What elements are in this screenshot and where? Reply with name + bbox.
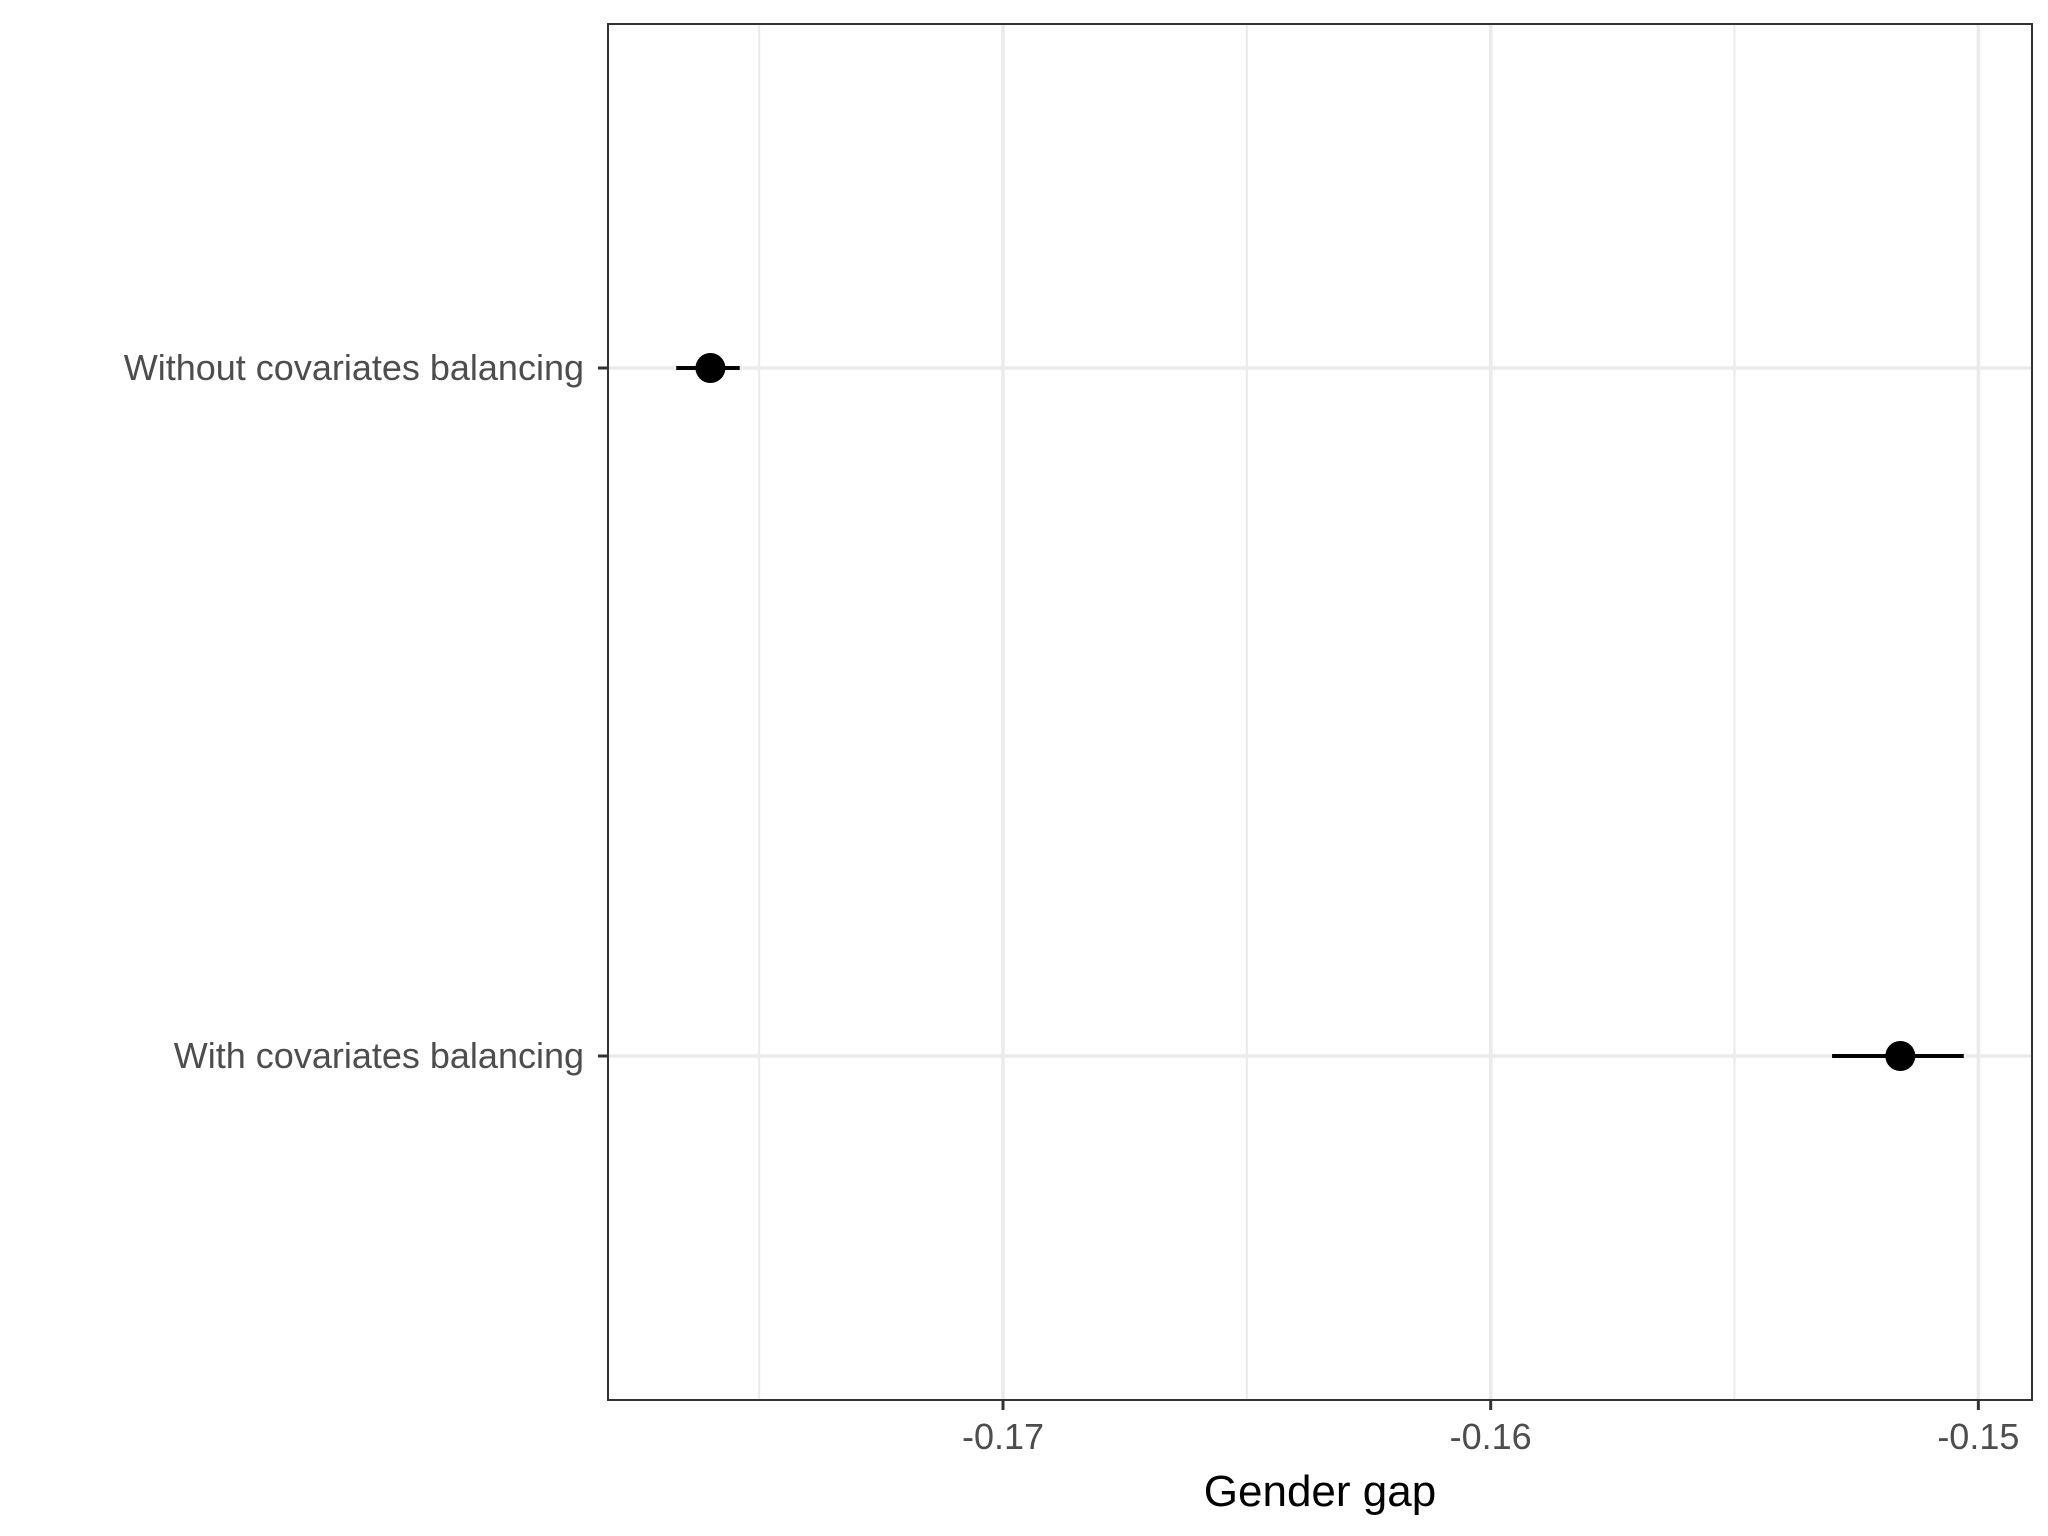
panel-border	[607, 23, 2033, 1401]
x-axis: -0.17 -0.16 -0.15	[962, 1400, 2019, 1457]
gridlines	[758, 24, 1981, 1400]
x-tick-label: -0.15	[1937, 1416, 2019, 1457]
x-tick-label: -0.16	[1450, 1416, 1532, 1457]
x-tick-label: -0.17	[962, 1416, 1044, 1457]
y-axis: Without covariates balancing With covaria…	[124, 347, 608, 1076]
data-marks	[676, 353, 1964, 1071]
y-tick-label: Without covariates balancing	[124, 347, 584, 388]
point-estimate	[1885, 1041, 1916, 1071]
category-gridlines	[608, 366, 2032, 1058]
point-estimate	[695, 353, 726, 383]
y-tick-label: With covariates balancing	[174, 1035, 584, 1076]
x-axis-title: Gender gap	[1204, 1467, 1436, 1516]
